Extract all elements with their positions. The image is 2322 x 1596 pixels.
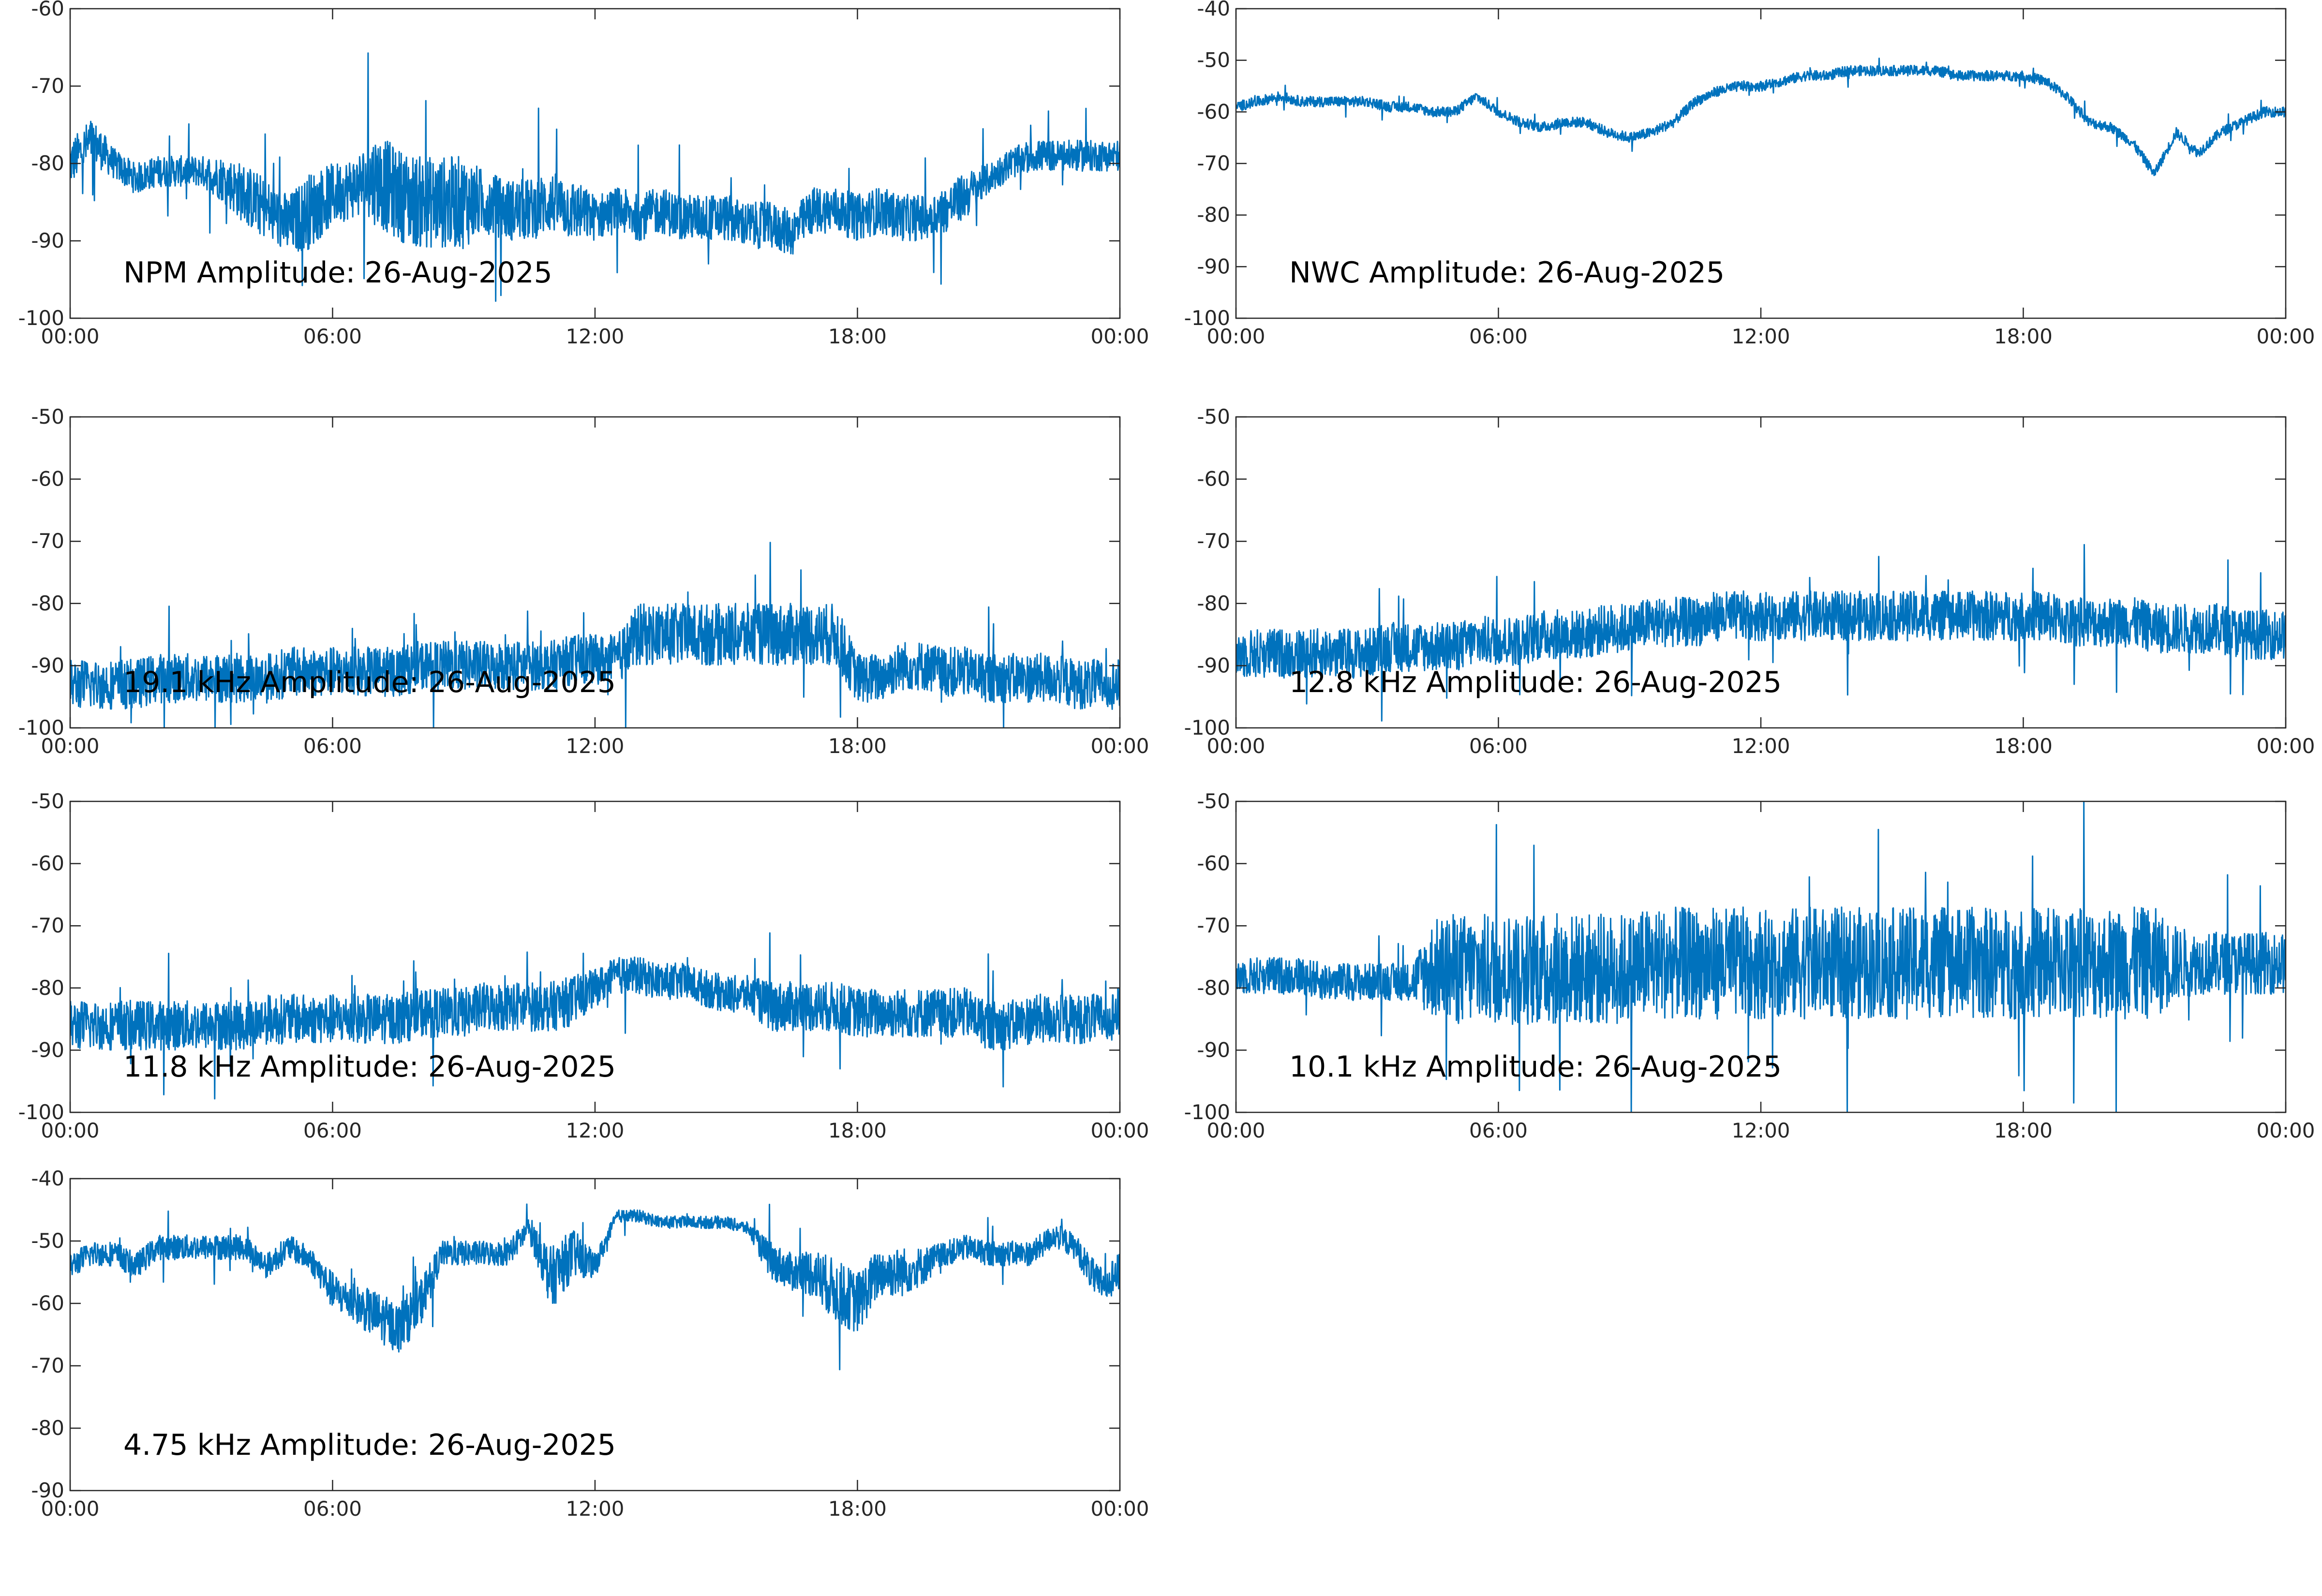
y-tick-label: -50: [1197, 405, 1230, 429]
x-tick-label: 18:00: [828, 1119, 887, 1142]
series-line: [70, 932, 1120, 1100]
x-tick-label: 00:00: [41, 1497, 99, 1521]
y-tick-label: -100: [1184, 306, 1230, 330]
x-tick-label: 06:00: [1469, 1119, 1528, 1142]
chart-title: NPM Amplitude: 26-Aug-2025: [123, 256, 552, 290]
y-tick-label: -60: [31, 467, 64, 491]
x-tick-label: 06:00: [303, 734, 362, 758]
y-tick-label: -100: [1184, 1100, 1230, 1124]
x-tick-label: 12:00: [1731, 325, 1790, 348]
series-line: [1236, 58, 2286, 177]
y-tick-label: -90: [1197, 1038, 1230, 1062]
y-tick-label: -100: [1184, 716, 1230, 739]
y-tick-label: -80: [31, 151, 64, 175]
x-tick-label: 06:00: [303, 1119, 362, 1142]
y-tick-label: -40: [31, 1167, 64, 1190]
x-tick-label: 18:00: [828, 325, 887, 348]
x-tick-label: 18:00: [828, 1497, 887, 1521]
x-tick-label: 00:00: [41, 1119, 99, 1142]
chart-title: 11.8 kHz Amplitude: 26-Aug-2025: [123, 1050, 616, 1084]
series-line: [1236, 544, 2286, 722]
chart-title: 4.75 kHz Amplitude: 26-Aug-2025: [123, 1428, 616, 1462]
x-tick-label: 00:00: [41, 734, 99, 758]
x-tick-label: 12:00: [566, 1497, 624, 1521]
x-tick-label: 12:00: [566, 325, 624, 348]
y-tick-label: -90: [1197, 254, 1230, 278]
y-tick-label: -50: [31, 789, 64, 813]
x-tick-label: 00:00: [2256, 325, 2315, 348]
y-tick-label: -90: [1197, 653, 1230, 677]
y-tick-label: -70: [31, 914, 64, 937]
chart-title: 10.1 kHz Amplitude: 26-Aug-2025: [1289, 1050, 1782, 1084]
y-tick-label: -50: [1197, 789, 1230, 813]
x-tick-label: 00:00: [1090, 1119, 1149, 1142]
y-tick-label: -80: [1197, 591, 1230, 615]
y-tick-label: -70: [31, 529, 64, 553]
x-tick-label: 00:00: [1090, 325, 1149, 348]
y-tick-label: -80: [31, 976, 64, 1000]
series-line: [70, 1203, 1120, 1371]
y-tick-label: -70: [1197, 914, 1230, 937]
x-tick-label: 06:00: [1469, 734, 1528, 758]
y-tick-label: -80: [31, 591, 64, 615]
series-line: [1236, 801, 2286, 1112]
x-tick-label: 00:00: [41, 325, 99, 348]
y-tick-label: -60: [31, 852, 64, 875]
y-tick-label: -100: [18, 306, 64, 330]
y-tick-label: -70: [1197, 529, 1230, 553]
x-tick-label: 12:00: [1731, 734, 1790, 758]
y-tick-label: -100: [18, 1100, 64, 1124]
y-tick-label: -70: [31, 1354, 64, 1377]
y-tick-label: -50: [1197, 48, 1230, 72]
x-tick-label: 00:00: [2256, 734, 2315, 758]
y-tick-label: -80: [31, 1416, 64, 1440]
y-tick-label: -50: [31, 1229, 64, 1253]
chart-title: NWC Amplitude: 26-Aug-2025: [1289, 256, 1725, 290]
y-tick-label: -60: [1197, 852, 1230, 875]
x-tick-label: 06:00: [1469, 325, 1528, 348]
x-tick-label: 00:00: [1090, 1497, 1149, 1521]
x-tick-label: 18:00: [1994, 325, 2053, 348]
y-tick-label: -60: [1197, 100, 1230, 123]
y-tick-label: -60: [1197, 467, 1230, 491]
x-tick-label: 00:00: [2256, 1119, 2315, 1142]
y-tick-label: -70: [1197, 151, 1230, 175]
y-tick-label: -70: [31, 74, 64, 98]
x-tick-label: 00:00: [1090, 734, 1149, 758]
y-tick-label: -90: [31, 229, 64, 252]
x-tick-label: 18:00: [1994, 1119, 2053, 1142]
y-tick-label: -60: [31, 0, 64, 20]
chart-title: 12.8 kHz Amplitude: 26-Aug-2025: [1289, 665, 1782, 699]
x-tick-label: 06:00: [303, 1497, 362, 1521]
x-tick-label: 12:00: [1731, 1119, 1790, 1142]
x-tick-label: 00:00: [1206, 734, 1265, 758]
x-tick-label: 00:00: [1206, 1119, 1265, 1142]
series-line: [70, 542, 1120, 728]
x-tick-label: 12:00: [566, 734, 624, 758]
y-tick-label: -40: [1197, 0, 1230, 20]
y-tick-label: -50: [31, 405, 64, 429]
y-tick-label: -90: [31, 1478, 64, 1502]
y-tick-label: -100: [18, 716, 64, 739]
chart-title: 19.1 kHz Amplitude: 26-Aug-2025: [123, 665, 616, 699]
y-tick-label: -90: [31, 1038, 64, 1062]
x-tick-label: 18:00: [828, 734, 887, 758]
y-tick-label: -90: [31, 653, 64, 677]
y-tick-label: -80: [1197, 976, 1230, 1000]
x-tick-label: 06:00: [303, 325, 362, 348]
x-tick-label: 18:00: [1994, 734, 2053, 758]
y-tick-label: -60: [31, 1291, 64, 1315]
y-tick-label: -80: [1197, 203, 1230, 227]
x-tick-label: 00:00: [1206, 325, 1265, 348]
x-tick-label: 12:00: [566, 1119, 624, 1142]
series-line: [70, 52, 1120, 302]
